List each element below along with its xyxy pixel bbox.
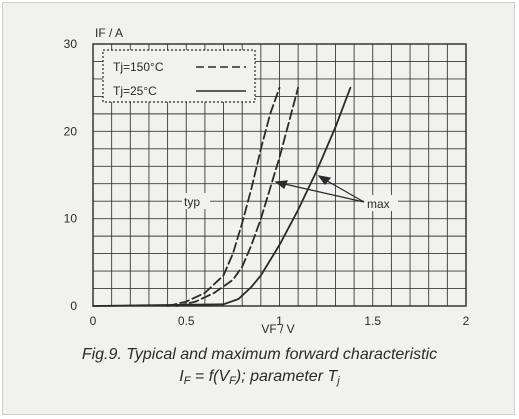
x-tick-label: 0 [90,314,97,328]
plot-border [92,43,467,307]
legend-box [102,49,256,103]
max-pointer-arrows [274,175,365,203]
x-tick-label: 0.5 [178,314,195,328]
annotation-max: max [367,197,390,211]
eq-voltage-subscript: F [229,375,236,387]
x-tick-label: 1 [276,314,283,328]
x-tick-label: 1.5 [364,314,381,328]
max-arrowhead-solid [317,175,332,185]
series-line-tj25c-max [92,86,352,307]
annotation-typ: typ [184,195,200,209]
x-axis-label: VF / V [261,322,294,336]
max-arrow-to-solid [321,177,365,203]
figure-panel [2,2,515,415]
eq-function-text: = f(V [190,368,230,385]
series-line-tj150c-typ [166,86,281,307]
eq-temperature-subscript: j [337,375,340,387]
x-tick-label: 2 [463,314,470,328]
y-tick-label: 10 [64,212,78,226]
y-tick-label: 20 [64,124,78,138]
chart-series [92,86,352,307]
max-arrow-to-dashed [279,182,365,203]
y-tick-label: 30 [64,37,78,51]
series-line-tj150c-max [176,86,299,307]
figure-caption-equation: IF = f(VF); parameter Tj [0,368,519,387]
max-arrowhead-dashed [274,180,288,189]
chart-legend: Tj=150°C Tj=25°C [102,49,256,103]
eq-current-symbol: I [179,368,184,385]
legend-label-25c: Tj=25°C [113,84,157,98]
typ-label-bg [182,193,210,209]
y-axis-label: IF / A [95,26,123,40]
y-tick-label: 0 [70,299,77,313]
max-label-bg [364,195,398,211]
eq-current-subscript: F [183,375,191,387]
eq-parameter-text: ); parameter T [235,368,338,385]
figure-caption-title: Fig.9. Typical and maximum forward chara… [81,346,438,363]
legend-label-150c: Tj=150°C [113,60,164,74]
